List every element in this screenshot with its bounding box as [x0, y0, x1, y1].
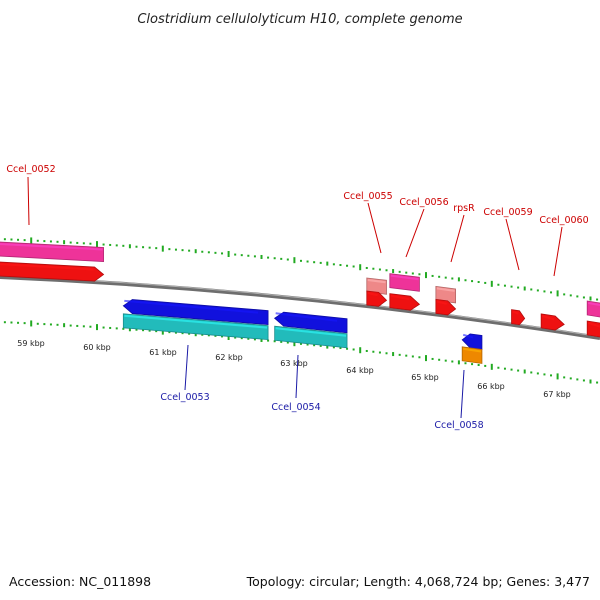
genome-summary-text: Topology: circular; Length: 4,068,724 bp… — [246, 574, 590, 589]
feature-highlight — [390, 294, 410, 301]
feature-f-red-0052 — [0, 261, 105, 282]
gene-labels: Ccel_0052 Ccel_0053 Ccel_0054 Ccel_0055 … — [6, 164, 588, 431]
gene-label-ccel-0054[interactable]: Ccel_0054 — [271, 402, 320, 413]
label-connector — [367, 202, 382, 254]
kbp-label: 59 kbp — [17, 339, 45, 348]
feature-highlight — [541, 314, 555, 321]
feature-highlight — [588, 301, 600, 307]
outer-tick-track — [3, 237, 599, 301]
feature-highlight — [124, 299, 259, 314]
label-connector — [460, 369, 465, 419]
label-connector — [184, 344, 189, 391]
kbp-label: 62 kbp — [215, 353, 243, 362]
gene-label-ccel-0053[interactable]: Ccel_0053 — [160, 392, 209, 403]
label-connector — [553, 226, 563, 277]
feature-f-blue-0058 — [461, 333, 483, 350]
feature-highlight — [0, 263, 94, 271]
feature-highlight — [275, 327, 347, 337]
gene-label-ccel-0052[interactable]: Ccel_0052 — [6, 164, 55, 175]
genome-backbone — [0, 275, 600, 340]
accession-text: Accession: NC_011898 — [9, 574, 151, 589]
gene-label-rpsr[interactable]: rpsR — [453, 203, 475, 214]
gene-label-ccel-0059[interactable]: Ccel_0059 — [483, 207, 532, 218]
label-connector — [450, 214, 465, 263]
label-connector — [405, 208, 425, 258]
gene-label-ccel-0058[interactable]: Ccel_0058 — [434, 420, 483, 431]
kbp-scale: 59 kbp 60 kbp 61 kbp 62 kbp 63 kbp 64 kb… — [17, 339, 571, 399]
label-connectors — [27, 176, 563, 419]
feature-f-cyan-0053 — [122, 313, 269, 341]
kbp-label: 66 kbp — [477, 382, 505, 391]
feature-track — [0, 241, 600, 364]
feature-highlight — [390, 274, 419, 281]
feature-highlight — [367, 278, 386, 284]
feature-highlight — [587, 322, 600, 328]
feature-highlight — [436, 287, 455, 292]
feature-highlight — [512, 310, 519, 315]
kbp-label: 60 kbp — [83, 343, 111, 352]
feature-f-pink-0052 — [0, 241, 104, 262]
kbp-label: 61 kbp — [149, 348, 177, 357]
label-connector — [505, 218, 520, 271]
gene-label-ccel-0060[interactable]: Ccel_0060 — [539, 215, 588, 226]
label-connector — [27, 176, 30, 226]
feature-highlight — [436, 300, 447, 305]
feature-highlight — [462, 333, 474, 339]
kbp-label: 67 kbp — [543, 390, 571, 399]
kbp-label: 64 kbp — [346, 366, 374, 375]
feature-highlight — [367, 291, 378, 297]
feature-highlight — [124, 314, 268, 329]
feature-f-cyan-0054 — [274, 325, 348, 349]
feature-highlight — [0, 243, 103, 251]
gene-label-ccel-0056[interactable]: Ccel_0056 — [399, 197, 448, 208]
gene-label-ccel-0055[interactable]: Ccel_0055 — [343, 191, 392, 202]
feature-highlight — [463, 347, 482, 353]
label-connector — [295, 354, 299, 399]
kbp-label: 65 kbp — [411, 373, 439, 382]
kbp-label: 63 kbp — [280, 359, 308, 368]
feature-highlight — [275, 312, 338, 322]
map-title: Clostridium cellulolyticum H10, complete… — [137, 12, 462, 27]
